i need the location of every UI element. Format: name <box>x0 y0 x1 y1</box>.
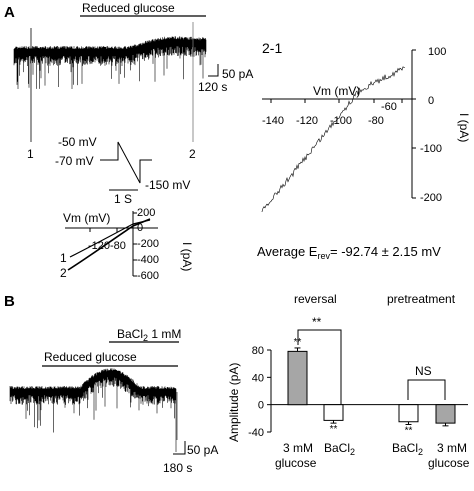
small-iv-ytick-m200: -200 <box>137 238 159 250</box>
protocol-v-start: -70 mV <box>55 154 94 168</box>
bar <box>323 404 344 421</box>
small-iv-xtick-m80: -80 <box>110 240 126 252</box>
diff-iv-ylabel: I (pA) <box>457 113 471 142</box>
sig-pretreatment: NS <box>415 364 432 378</box>
protocol-v-hold: -50 mV <box>58 135 97 149</box>
diff-iv-curve <box>261 66 406 212</box>
bacl2-bar-label: BaCl2 1 mM <box>117 327 181 343</box>
small-iv-curve-label-1: 1 <box>60 251 67 265</box>
scale-current-b: 50 pA <box>187 443 218 457</box>
sig-reversal: ** <box>312 315 322 329</box>
diff-iv-xtick-m100: -100 <box>330 115 352 127</box>
small-iv-ticks <box>89 212 137 277</box>
scale-time-b: 180 s <box>163 461 192 475</box>
panel-b-letter: B <box>4 293 15 310</box>
diff-iv-ytick-0: 0 <box>428 95 434 107</box>
average-erev: Average Erev= -92.74 ± 2.15 mV <box>257 244 441 261</box>
bar-chart-tick-label: 0 <box>258 400 264 412</box>
protocol-v-end: -150 mV <box>145 178 190 192</box>
bar-chart-tick-label: 80 <box>252 345 264 357</box>
reduced-glucose-label-b: Reduced glucose <box>44 350 137 364</box>
bar-significance-star: ** <box>330 424 338 435</box>
scale-bar-a <box>208 64 219 77</box>
bar-label-3: BaCl2 <box>392 441 423 457</box>
diff-iv-ytick-100: 100 <box>428 46 446 58</box>
diff-iv-ytick-m100: -100 <box>420 143 442 155</box>
group-label-reversal: reversal <box>294 292 337 306</box>
small-iv-xtick-m120: -120 <box>88 240 110 252</box>
bar <box>435 404 456 424</box>
diff-iv-xtick-m120: -120 <box>296 115 318 127</box>
recording-trace-a <box>13 36 207 89</box>
diff-iv-xtick-m80: -80 <box>368 115 384 127</box>
bar-label-1-line1: 3 mM <box>283 441 313 455</box>
small-iv-ylabel: I (pA) <box>180 242 194 271</box>
bracket-pretreatment <box>407 379 446 400</box>
diff-iv-xtick-m60: -60 <box>381 101 397 113</box>
small-iv-xlabel: Vm (mV) <box>63 211 110 225</box>
bar-label-4-line2: glucose <box>428 456 470 470</box>
panel-a-letter: A <box>4 4 15 21</box>
bar-chart-ylabel: Amplitude (pA) <box>227 363 241 442</box>
recording-trace-b <box>9 368 178 452</box>
scale-bar-b <box>173 441 186 455</box>
bar-chart-tick-label: 40 <box>252 372 264 384</box>
bar-significance-star: ** <box>405 425 413 436</box>
bar-label-4-line1: 3 mM <box>437 441 467 455</box>
marker-label-2: 2 <box>189 147 196 161</box>
diff-iv-title: 2-1 <box>262 40 282 56</box>
caption-strip <box>0 484 474 491</box>
diff-iv-xlabel: Vm (mV) <box>313 84 360 98</box>
bar-chart-ticks: 80 40 0 -40 <box>248 345 271 439</box>
small-iv-curve-2 <box>67 218 151 271</box>
bar <box>398 404 419 423</box>
small-iv-ytick-m400: -400 <box>137 254 159 266</box>
diff-iv-ticks <box>270 49 416 199</box>
scale-current-a: 50 pA <box>222 67 253 81</box>
small-iv-curve-1 <box>69 219 151 258</box>
voltage-protocol <box>100 141 152 184</box>
diff-iv-ytick-m200: -200 <box>420 192 442 204</box>
marker-label-1: 1 <box>27 147 34 161</box>
small-iv-ytick-m600: -600 <box>137 270 159 282</box>
bar-chart-bars: **** ** <box>287 337 456 436</box>
bracket-reversal <box>297 329 342 404</box>
group-label-pretreatment: pretreatment <box>387 292 456 306</box>
small-iv-curve-label-2: 2 <box>60 266 67 280</box>
bar <box>287 350 308 406</box>
small-iv-ytick-0: 0 <box>137 222 143 234</box>
bar-chart-tick-label: -40 <box>248 427 264 439</box>
diff-iv-xtick-m140: -140 <box>262 115 284 127</box>
scale-time-a: 120 s <box>198 80 227 94</box>
protocol-time-scale: 1 S <box>114 192 132 206</box>
bar-label-2: BaCl2 <box>324 441 355 457</box>
small-iv-ytick-200: 200 <box>137 207 155 219</box>
reduced-glucose-label: Reduced glucose <box>82 1 175 15</box>
bar-label-1-line2: glucose <box>275 456 317 470</box>
